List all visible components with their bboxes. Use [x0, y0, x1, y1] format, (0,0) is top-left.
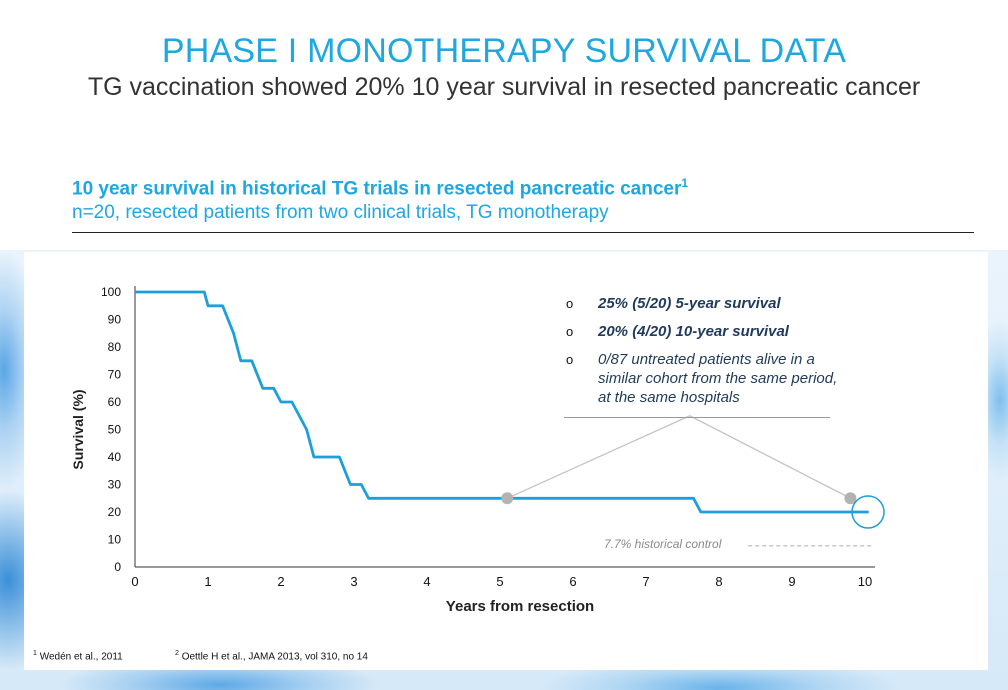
x-tick-label: 8 [715, 574, 722, 589]
section-subheading: n=20, resected patients from two clinica… [72, 202, 609, 223]
x-tick-label: 9 [788, 574, 795, 589]
y-tick-label: 100 [101, 285, 121, 299]
x-tick-label: 5 [496, 574, 503, 589]
callout-line [507, 415, 691, 499]
bullet-icon: o [566, 324, 574, 339]
y-tick-label: 10 [108, 533, 122, 547]
x-tick-label: 0 [131, 574, 138, 589]
ten-year-highlight-circle [851, 495, 885, 529]
footnote-1-number: 1 [33, 650, 37, 657]
page-subtitle: TG vaccination showed 20% 10 year surviv… [87, 73, 921, 101]
bullet-icon: o [566, 296, 574, 311]
y-tick-label: 70 [108, 368, 122, 382]
note-item-untreated: o 0/87 untreated patients alive in a simi… [566, 350, 846, 407]
section-heading-text: 10 year survival in historical TG trials… [72, 178, 682, 200]
y-tick-label: 60 [108, 395, 122, 409]
note-text: 20% (4/20) 10-year survival [598, 323, 789, 340]
x-tick-label: 7 [642, 574, 649, 589]
page-title: PHASE I MONOTHERAPY SURVIVAL DATA [161, 32, 847, 70]
note-text: 25% (5/20) 5-year survival [598, 295, 781, 312]
y-tick-label: 40 [108, 450, 122, 464]
callout-line [689, 415, 851, 499]
section-divider [72, 232, 974, 233]
x-tick-label: 4 [423, 574, 430, 589]
x-tick-label: 2 [277, 574, 284, 589]
section-heading: 10 year survival in historical TG trials… [72, 176, 688, 200]
note-item-5yr: o 25% (5/20) 5-year survival [566, 294, 846, 313]
chart-panel [24, 252, 988, 670]
historical-control-label: 7.7% historical control [604, 537, 722, 551]
footnote-1: 1 Wedén et al., 2011 [33, 650, 123, 662]
section-heading-footnote: 1 [681, 176, 689, 190]
note-text: 0/87 untreated patients alive in a simil… [598, 351, 838, 406]
notes-divider [564, 417, 830, 418]
x-axis-title: Years from resection [446, 598, 594, 615]
footnote-2-number: 2 [175, 650, 179, 657]
y-tick-label: 50 [108, 423, 122, 437]
y-tick-label: 20 [108, 505, 122, 519]
y-tick-label: 0 [114, 560, 121, 574]
footnote-2: 2 Oettle H et al., JAMA 2013, vol 310, n… [175, 650, 368, 662]
x-tick-label: 3 [350, 574, 357, 589]
survival-curve [135, 290, 869, 514]
y-tick-label: 80 [108, 340, 122, 354]
footnote-2-text: Oettle H et al., JAMA 2013, vol 310, no … [181, 651, 368, 663]
x-tick-label: 10 [858, 574, 872, 589]
y-tick-label: 90 [108, 313, 122, 327]
y-tick-label: 30 [108, 478, 122, 492]
x-tick-label: 6 [569, 574, 576, 589]
survival-marker [844, 492, 857, 505]
notes-list: o 25% (5/20) 5-year survival o 20% (4/20) … [566, 294, 846, 416]
y-axis-title: Survival (%) [70, 389, 86, 469]
note-item-10yr: o 20% (4/20) 10-year survival [566, 322, 846, 341]
bullet-icon: o [566, 352, 574, 367]
x-tick-label: 1 [204, 574, 211, 589]
footnote-1-text: Wedén et al., 2011 [39, 651, 123, 663]
survival-marker [501, 492, 514, 505]
